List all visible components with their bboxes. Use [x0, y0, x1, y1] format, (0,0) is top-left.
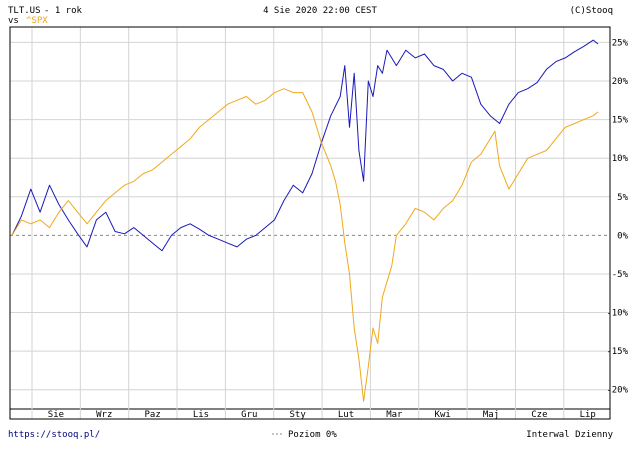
x-tick-label: Paz: [144, 410, 160, 420]
y-tick-label: 15%: [612, 116, 629, 126]
timestamp: 4 Sie 2020 22:00 CEST: [263, 6, 377, 16]
y-tick-label: -5%: [612, 270, 629, 280]
y-axis-labels: 25% 20% 15% 10% 5% 0% -5% -10% -15% -20%: [606, 38, 628, 395]
x-tick-label: Sie: [48, 410, 64, 420]
x-tick-label: Lis: [193, 410, 209, 420]
ticker-name: TLT.US: [8, 6, 41, 16]
site-link[interactable]: https://stooq.pl/: [8, 430, 100, 440]
series-lines: [11, 39, 599, 402]
plot-frame: [9, 26, 611, 420]
x-tick-label: Cze: [531, 410, 547, 420]
y-tick-label: 20%: [612, 77, 629, 87]
compare-ticker: ^SPX: [26, 16, 48, 26]
x-tick-label: Lut: [338, 410, 354, 420]
level-legend-label: Poziom 0%: [288, 430, 337, 440]
y-tick-label: 5%: [617, 193, 628, 203]
series-line-spx: [11, 88, 599, 402]
x-axis-labels: Sie Wrz Paz Lis Gru Sty Lut Mar Kwi Maj Cze Lip: [48, 410, 596, 420]
x-tick-label: Gru: [241, 410, 257, 420]
y-tick-label: -20%: [606, 386, 628, 396]
x-tick-label: Maj: [483, 410, 499, 420]
y-tick-label: 25%: [612, 38, 629, 48]
y-tick-label: 10%: [612, 154, 629, 164]
compare-prefix: vs: [8, 16, 19, 26]
x-tick-label: Kwi: [435, 410, 451, 420]
interval-label: Interwal Dzienny: [526, 430, 613, 440]
period-label: - 1 rok: [44, 6, 83, 16]
x-tick-label: Mar: [386, 410, 403, 420]
x-tick-label: Lip: [580, 410, 596, 420]
copyright: (C)Stooq: [570, 6, 613, 16]
y-tick-label: -10%: [606, 309, 628, 319]
y-tick-label: 0%: [617, 231, 628, 241]
x-tick-label: Sty: [290, 410, 307, 420]
x-tick-label: Wrz: [96, 410, 112, 420]
series-line-tltus: [11, 39, 599, 252]
y-tick-label: -15%: [606, 347, 628, 357]
